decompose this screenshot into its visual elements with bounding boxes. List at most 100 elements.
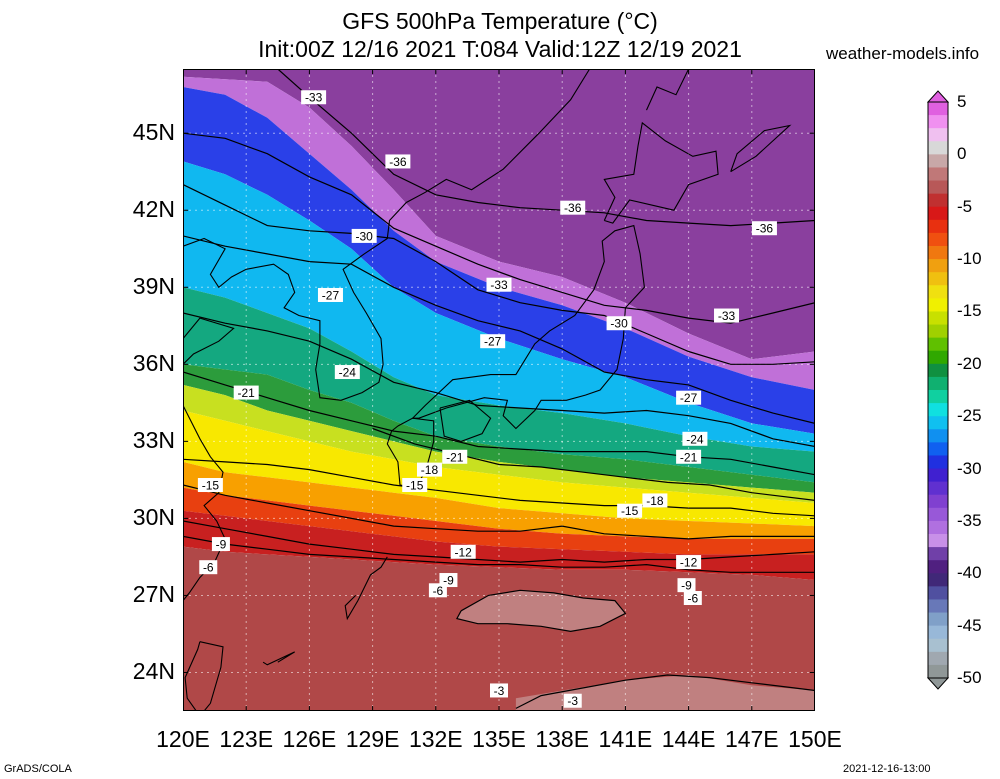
temperature-band <box>183 76 815 390</box>
contour-label-bg <box>560 200 586 215</box>
contour-label-bg <box>351 228 377 243</box>
longitude-label: 126E <box>282 726 337 752</box>
contour-label: -30 <box>356 229 374 243</box>
colorbar-swatch <box>928 455 948 470</box>
coastline <box>184 641 224 711</box>
colorbar-swatch <box>928 376 948 391</box>
contour-label-bg <box>714 308 740 323</box>
contour-label-bg <box>486 277 512 292</box>
contour-label: -18 <box>646 494 664 508</box>
colorbar-swatch <box>928 442 948 457</box>
isotherm-line <box>515 674 815 709</box>
colorbar-label: -35 <box>957 510 982 530</box>
map-subtitle: Init:00Z 12/16 2021 T:084 Valid:12Z 12/1… <box>258 36 742 62</box>
longitude-label: 144E <box>661 726 716 752</box>
contour-label: -33 <box>718 309 736 323</box>
temperature-cell <box>515 675 815 711</box>
colorbar-swatch <box>928 298 948 313</box>
colorbar-label: -45 <box>957 615 982 635</box>
temperature-band <box>183 87 815 434</box>
colorbar-label: -30 <box>957 458 982 478</box>
contour-label: -6 <box>203 561 214 575</box>
coastline <box>183 405 226 601</box>
contour-label-bg <box>301 90 327 105</box>
longitude-label: 141E <box>598 726 653 752</box>
colorbar-label: -25 <box>957 406 982 426</box>
colorbar-swatch <box>928 547 948 561</box>
coastline <box>183 317 235 365</box>
isotherm-line <box>183 312 815 448</box>
colorbar-swatch <box>928 350 948 365</box>
colorbar-swatch <box>928 416 948 430</box>
contour-label-bg <box>442 449 468 464</box>
isotherm-line <box>183 520 815 563</box>
contour-label-bg <box>751 221 777 236</box>
contour-label: -21 <box>680 450 698 464</box>
contour-label-bg <box>683 591 702 606</box>
contour-label: -30 <box>610 317 628 331</box>
contour-label: -3 <box>494 684 505 698</box>
contour-label-bg <box>385 154 411 169</box>
coastline <box>412 224 645 430</box>
colorbar-swatch <box>928 494 948 509</box>
colorbar-swatch <box>928 573 948 587</box>
contour-label-bg <box>450 544 476 559</box>
colorbar-swatch <box>928 390 948 404</box>
latitude-label: 42N <box>132 196 175 223</box>
temperature-band <box>183 287 815 483</box>
colorbar-label: 5 <box>957 92 967 111</box>
latitude-label: 24N <box>132 658 175 685</box>
contour-label: -27 <box>484 335 502 349</box>
isotherm-line <box>183 184 815 365</box>
temperature-band <box>183 510 815 580</box>
colorbar-swatch <box>928 560 948 574</box>
contour-label: -36 <box>564 201 582 215</box>
contour-label: -15 <box>621 504 639 518</box>
colorbar-swatch <box>928 599 948 614</box>
colorbar-swatch <box>928 285 948 299</box>
contour-label-bg <box>682 431 708 446</box>
contour-label-bg <box>676 555 702 570</box>
colorbar-swatch <box>928 115 948 129</box>
latitude-label: 39N <box>132 273 175 300</box>
contour-label-bg <box>563 693 582 708</box>
contour-label: -12 <box>680 556 698 570</box>
source-site-label: weather-models.info <box>826 44 980 63</box>
contour-label: -21 <box>446 450 464 464</box>
contour-label-bg <box>402 478 428 493</box>
contour-label: -27 <box>322 288 340 302</box>
contour-label-bg <box>677 578 696 593</box>
colorbar-swatch <box>928 651 948 666</box>
contour-label-bg <box>334 365 360 380</box>
contour-label: -36 <box>389 155 407 169</box>
coastline <box>262 651 295 666</box>
coastline <box>603 121 719 224</box>
contour-label-bg <box>197 478 223 493</box>
latitude-label: 33N <box>132 427 175 454</box>
colorbar-swatch <box>928 246 948 260</box>
colorbar-swatch <box>928 363 948 378</box>
colorbar-swatch <box>928 311 948 326</box>
colorbar-swatch <box>928 625 948 640</box>
longitude-label: 129E <box>345 726 400 752</box>
contour-label-bg <box>317 287 343 302</box>
contour-label: -24 <box>339 366 357 380</box>
contour-label-bg <box>199 560 218 575</box>
colorbar-label: 0 <box>957 144 967 164</box>
colorbar-swatch <box>928 128 948 142</box>
colorbar-swatch <box>928 612 948 627</box>
isotherm-line <box>183 535 815 573</box>
colorbar-swatch <box>928 324 948 339</box>
contour-label: -21 <box>238 386 256 400</box>
isotherm-line <box>183 371 815 476</box>
colorbar-swatch <box>928 180 948 195</box>
colorbar-swatch <box>928 520 948 535</box>
longitude-label: 138E <box>535 726 590 752</box>
contour-label-bg <box>233 385 259 400</box>
contour-label: -6 <box>687 592 698 606</box>
isotherm-line <box>183 484 815 540</box>
contour-label: -33 <box>490 278 508 292</box>
contour-label: -9 <box>443 574 454 588</box>
contour-label: -33 <box>305 91 323 105</box>
colorbar-swatch <box>928 206 948 221</box>
